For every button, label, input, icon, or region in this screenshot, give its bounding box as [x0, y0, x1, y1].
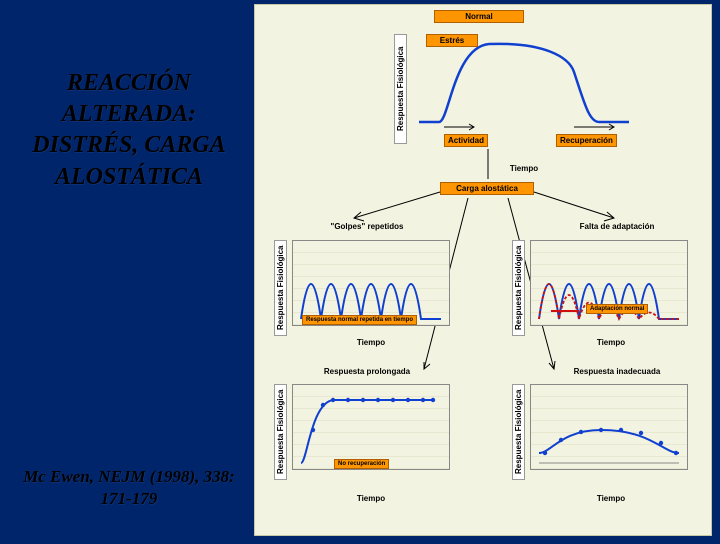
adapt-normal-banner: Adaptación normal: [586, 304, 648, 314]
inadequate-plot: [530, 384, 688, 470]
r2l-x-label: Tiempo: [346, 338, 396, 347]
inadecuada-label: Respuesta inadecuada: [552, 367, 682, 376]
prolonged-plot: [292, 384, 450, 470]
resp-normal-rep-banner: Respuesta normal repetida en tiempo: [302, 315, 417, 325]
prolongada-label: Respuesta prolongada: [302, 367, 432, 376]
lack-adapt-curves: [531, 241, 689, 327]
figure-panel: Normal Respuesta Fisiológica Estrés Acti…: [254, 4, 712, 536]
main-title: REACCIÓN ALTERADA: DISTRÉS, CARGA ALOSTÁ…: [8, 68, 250, 193]
falta-label: Falta de adaptación: [552, 222, 682, 231]
r3r-x-label: Tiempo: [586, 494, 636, 503]
r3l-x-label: Tiempo: [346, 494, 396, 503]
r2r-x-label: Tiempo: [586, 338, 636, 347]
r3l-y-axis: Respuesta Fisiológica: [274, 384, 287, 480]
repeated-plot: [292, 240, 450, 326]
r2r-y-axis: Respuesta Fisiológica: [512, 240, 525, 336]
no-recup-banner: No recuperación: [334, 459, 389, 469]
inadequate-curve: [531, 385, 689, 471]
r3r-y-axis: Respuesta Fisiológica: [512, 384, 525, 480]
r2l-y-axis: Respuesta Fisiológica: [274, 240, 287, 336]
golpes-label: "Golpes" repetidos: [302, 222, 432, 231]
citation: Mc Ewen, NEJM (1998), 338: 171-179: [8, 466, 250, 510]
